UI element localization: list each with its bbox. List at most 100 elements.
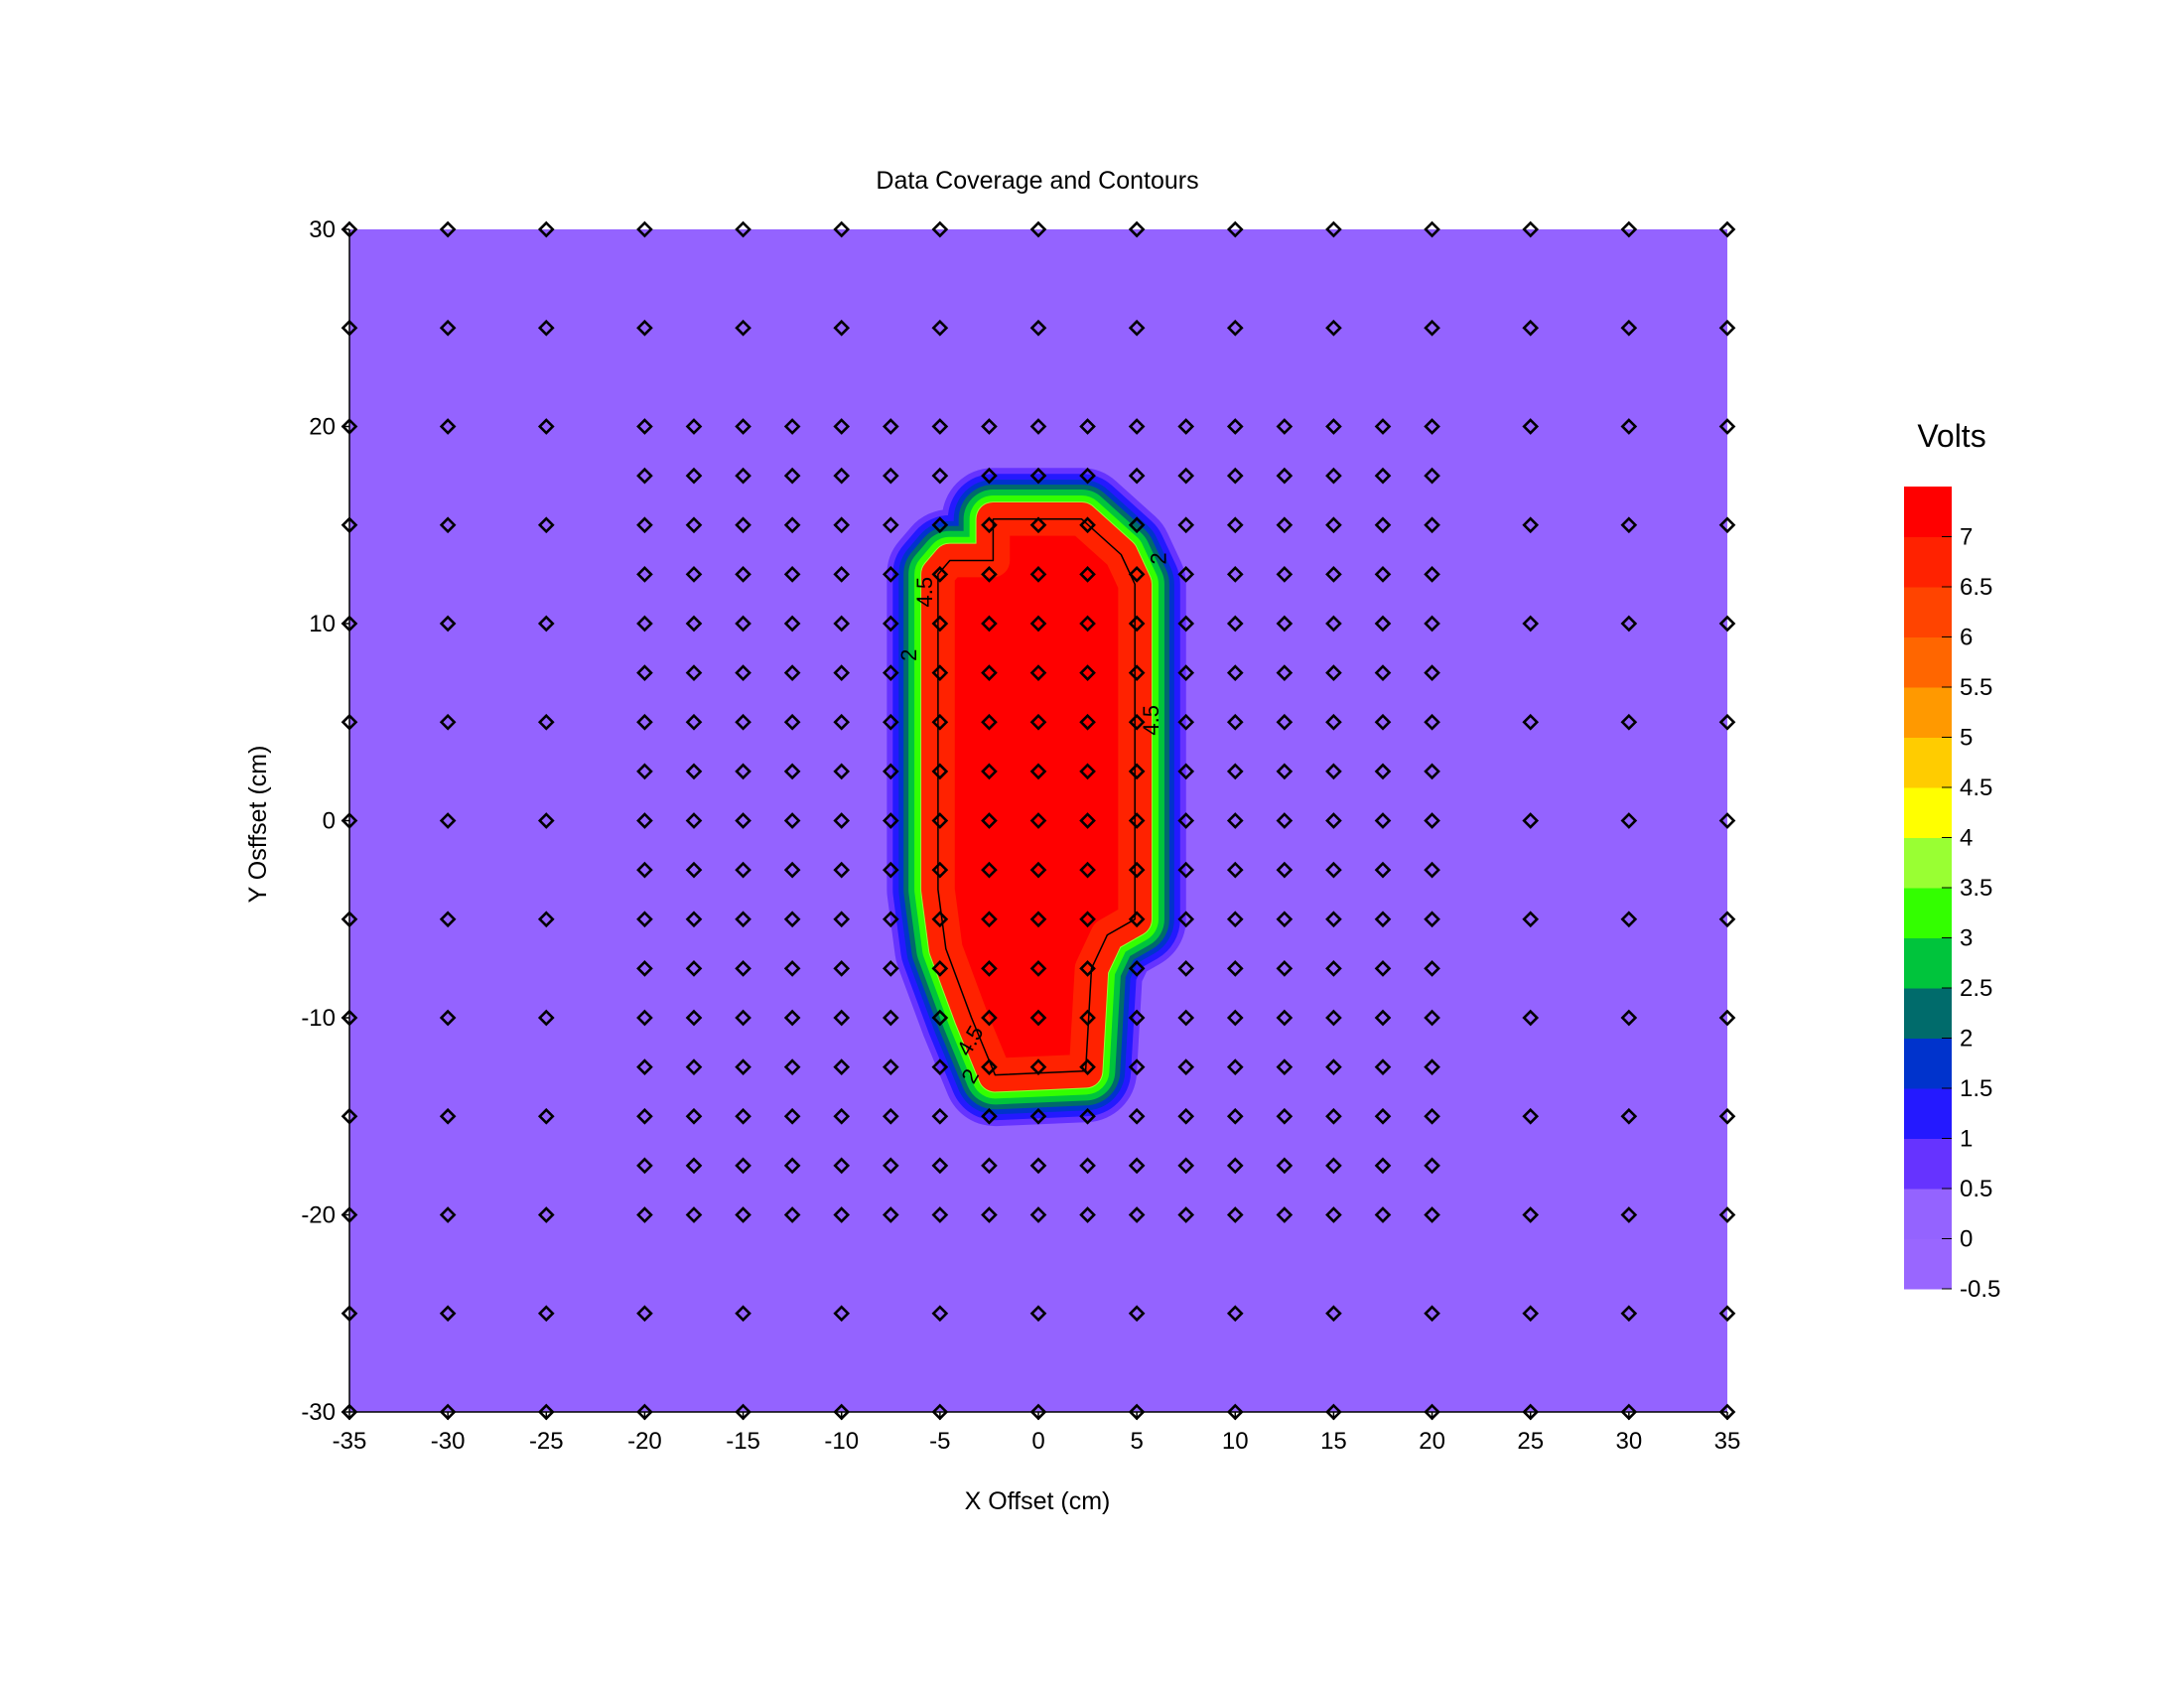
sample-point [833,516,851,534]
sample-point [783,911,801,928]
sample-point [537,812,555,829]
sample-point [439,220,457,238]
legend-label: 6.5 [1960,574,1992,601]
sample-point [1620,615,1638,633]
y-tick-label: 30 [309,216,336,243]
sample-point [931,1058,949,1075]
x-tick-label: -35 [333,1428,367,1455]
sample-point [882,713,899,731]
sample-point [1325,960,1342,977]
x-tick-label: -10 [824,1428,859,1455]
sample-point [1029,220,1047,238]
sample-point [1177,812,1195,829]
sample-point [735,861,751,879]
sample-point [636,713,653,731]
sample-point [833,812,851,829]
sample-point [1177,664,1195,681]
sample-point [1128,220,1146,238]
sample-point [1226,1157,1244,1175]
sample-point [537,418,555,435]
sample-point [783,1157,801,1175]
sample-point [1128,1305,1146,1323]
sample-point [685,1206,703,1223]
sample-point [1522,911,1540,928]
sample-point [1620,911,1638,928]
sample-point [636,615,653,633]
sample-point [735,812,751,829]
sample-point [833,1305,851,1323]
sample-point [1424,566,1440,583]
sample-point [931,861,949,879]
y-axis-title: Y Osffset (cm) [244,746,272,904]
sample-point [685,713,703,731]
sample-point [981,713,998,731]
sample-point [882,566,899,583]
sample-point [1029,713,1047,731]
sample-point [735,319,751,337]
sample-point [537,615,555,633]
sample-point [636,763,653,780]
sample-point [1128,960,1146,977]
sample-point [636,1009,653,1027]
sample-point [1226,1107,1244,1125]
sample-point [1128,713,1146,731]
sample-point [1325,467,1342,485]
sample-point [833,1009,851,1027]
sample-point [439,713,457,731]
sample-point [1522,418,1540,435]
sample-point [636,516,653,534]
sample-point [1079,1206,1096,1223]
sample-point [1374,516,1392,534]
sample-point [636,1305,653,1323]
sample-point [735,1305,751,1323]
sample-point [1424,418,1440,435]
sample-point [1374,861,1392,879]
sample-point [833,1206,851,1223]
legend-label: 2 [1960,1026,1973,1053]
sample-point [981,1058,998,1075]
sample-point [931,1157,949,1175]
sample-point [1079,516,1096,534]
sample-point [1177,615,1195,633]
x-tick-label: 0 [1031,1428,1044,1455]
chart-title: Data Coverage and Contours [876,167,1198,195]
sample-point [783,763,801,780]
sample-point [1276,418,1294,435]
sample-point [1128,861,1146,879]
contour-label: 2 [1147,552,1171,564]
sample-point [833,319,851,337]
sample-point [1276,861,1294,879]
sample-point [636,319,653,337]
sample-point [981,812,998,829]
sample-point [636,861,653,879]
sample-point [1226,664,1244,681]
sample-point [1029,1107,1047,1125]
sample-point [783,664,801,681]
sample-point [981,861,998,879]
sample-point [1226,1009,1244,1027]
sample-point [1079,960,1096,977]
sample-point [1029,1305,1047,1323]
legend-title: Volts [1917,418,1985,454]
sample-point [1079,664,1096,681]
sample-point [1374,566,1392,583]
sample-point [735,664,751,681]
sample-point [1522,615,1540,633]
sample-point [1718,1206,1736,1223]
legend-label: 0 [1960,1226,1973,1253]
sample-point [735,960,751,977]
sample-point [1276,516,1294,534]
sample-point [783,713,801,731]
sample-point [636,812,653,829]
sample-point [1325,664,1342,681]
legend-label: 5.5 [1960,674,1992,701]
sample-point [1276,615,1294,633]
sample-point [636,664,653,681]
sample-point [1522,319,1540,337]
sample-point [981,911,998,928]
sample-point [636,1206,653,1223]
sample-point [1374,664,1392,681]
sample-point [1276,713,1294,731]
sample-point [1079,1107,1096,1125]
sample-point [1226,1305,1244,1323]
